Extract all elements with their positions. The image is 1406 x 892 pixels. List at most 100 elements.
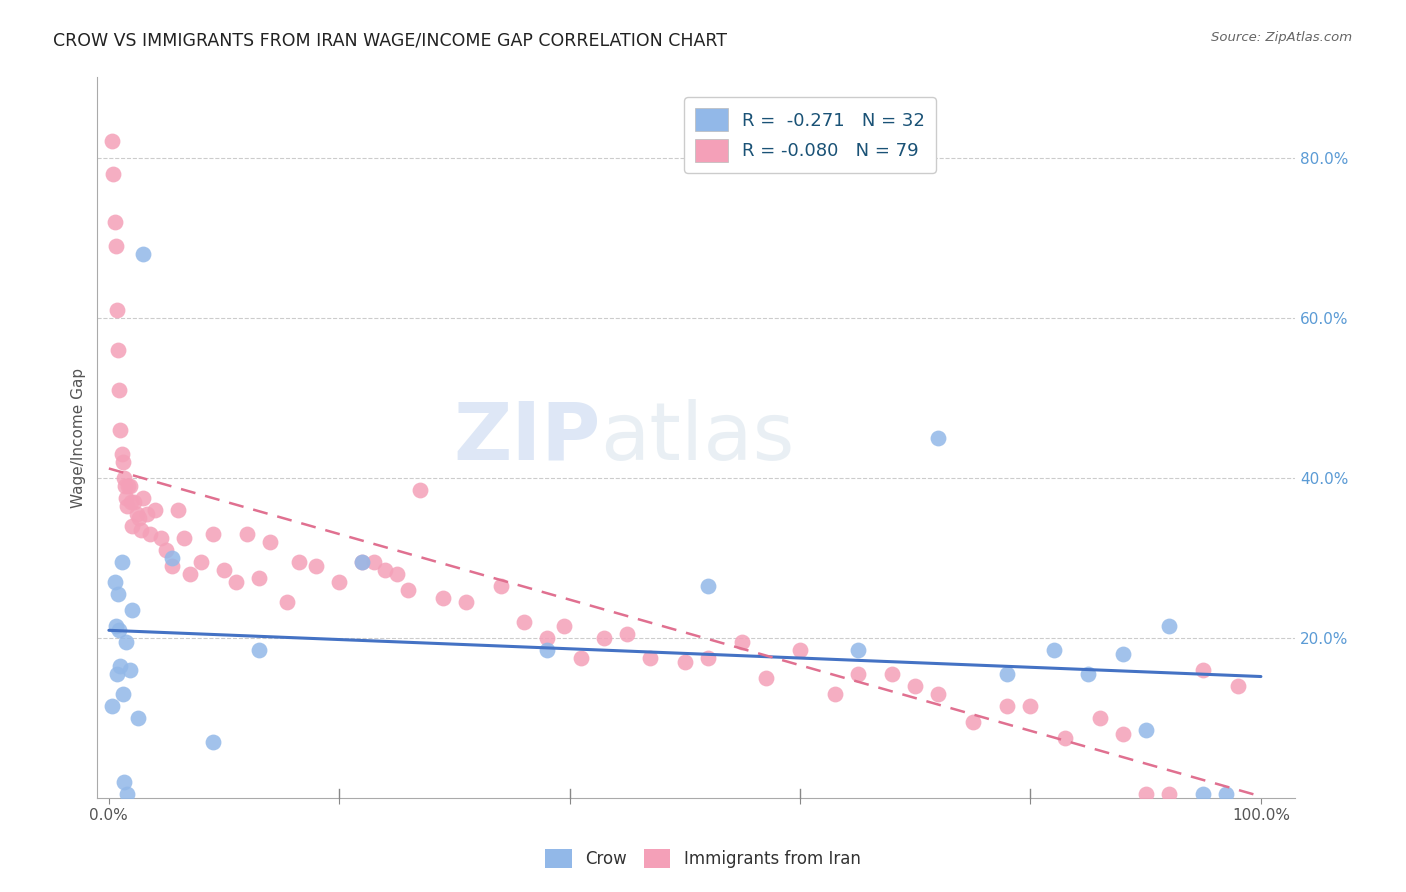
Point (328, 574, 350, 589)
Point (111, 455, 134, 469)
Point (110, 555, 132, 569)
Point (731, 635, 754, 649)
Point (1111, 727, 1133, 741)
Point (107, 343, 129, 357)
Point (111, 687, 134, 701)
Point (129, 523, 152, 537)
Point (105, 667, 128, 681)
Point (143, 503, 166, 517)
Point (247, 643, 270, 657)
Point (104, 574, 127, 589)
Point (115, 635, 138, 649)
Point (553, 619, 575, 633)
Point (173, 531, 195, 545)
Point (107, 587, 129, 601)
Point (409, 483, 432, 497)
Point (1042, 643, 1064, 657)
Point (101, 698, 124, 713)
Point (997, 698, 1019, 713)
Point (190, 555, 212, 569)
Point (512, 615, 534, 629)
Point (117, 479, 139, 493)
Point (155, 542, 177, 557)
Point (112, 775, 135, 789)
Point (962, 714, 984, 729)
Point (135, 507, 157, 521)
Point (352, 555, 374, 569)
Point (789, 643, 811, 657)
Point (697, 579, 720, 593)
Point (108, 623, 131, 637)
Point (117, 787, 139, 801)
Point (1192, 787, 1215, 801)
Point (139, 526, 162, 541)
Text: CROW VS IMMIGRANTS FROM IRAN WAGE/INCOME GAP CORRELATION CHART: CROW VS IMMIGRANTS FROM IRAN WAGE/INCOME… (53, 31, 727, 49)
Point (160, 550, 183, 565)
Point (122, 495, 145, 509)
Point (1111, 647, 1133, 661)
Text: ZIP: ZIP (453, 399, 600, 476)
Point (179, 566, 201, 581)
Point (114, 479, 136, 493)
Point (536, 631, 558, 645)
Point (536, 643, 558, 657)
Point (363, 555, 385, 569)
Text: Source: ZipAtlas.com: Source: ZipAtlas.com (1212, 31, 1353, 45)
Point (276, 595, 298, 609)
Point (247, 571, 270, 585)
Point (108, 383, 131, 397)
Point (1135, 787, 1157, 801)
Point (1226, 679, 1249, 693)
Point (110, 447, 132, 461)
Point (489, 579, 512, 593)
Point (432, 591, 454, 605)
Point (1054, 731, 1077, 745)
Point (121, 603, 143, 617)
Legend: R =  -0.271   N = 32, R = -0.080   N = 79: R = -0.271 N = 32, R = -0.080 N = 79 (685, 97, 936, 172)
Point (212, 563, 235, 577)
Legend: Crow, Immigrants from Iran: Crow, Immigrants from Iran (538, 842, 868, 875)
Point (997, 667, 1019, 681)
Point (128, 511, 150, 525)
Point (882, 667, 904, 681)
Point (225, 574, 247, 589)
Point (160, 558, 183, 573)
Point (1215, 787, 1237, 801)
Point (110, 423, 132, 437)
Point (1019, 698, 1042, 713)
Text: atlas: atlas (600, 399, 794, 476)
Point (115, 491, 138, 505)
Point (697, 651, 720, 665)
Point (640, 651, 662, 665)
Point (125, 507, 148, 521)
Point (754, 671, 776, 685)
Point (454, 595, 477, 609)
Point (132, 491, 155, 505)
Point (374, 563, 396, 577)
Point (104, 619, 127, 633)
Point (352, 555, 374, 569)
Point (396, 582, 419, 597)
Point (118, 663, 141, 677)
Point (236, 526, 259, 541)
Point (305, 558, 328, 573)
Point (118, 479, 141, 493)
Point (120, 495, 142, 509)
Point (149, 531, 172, 545)
Point (259, 534, 281, 549)
Point (1088, 711, 1111, 725)
Point (117, 499, 139, 513)
Point (927, 687, 949, 701)
Point (569, 651, 592, 665)
Point (105, 302, 128, 317)
Point (104, 238, 127, 252)
Point (846, 643, 869, 657)
Point (673, 655, 696, 669)
Point (103, 167, 125, 181)
Point (167, 503, 190, 517)
Point (904, 679, 927, 693)
Y-axis label: Wage/Income Gap: Wage/Income Gap (72, 368, 86, 508)
Point (101, 135, 124, 149)
Point (132, 246, 155, 260)
Point (112, 471, 135, 485)
